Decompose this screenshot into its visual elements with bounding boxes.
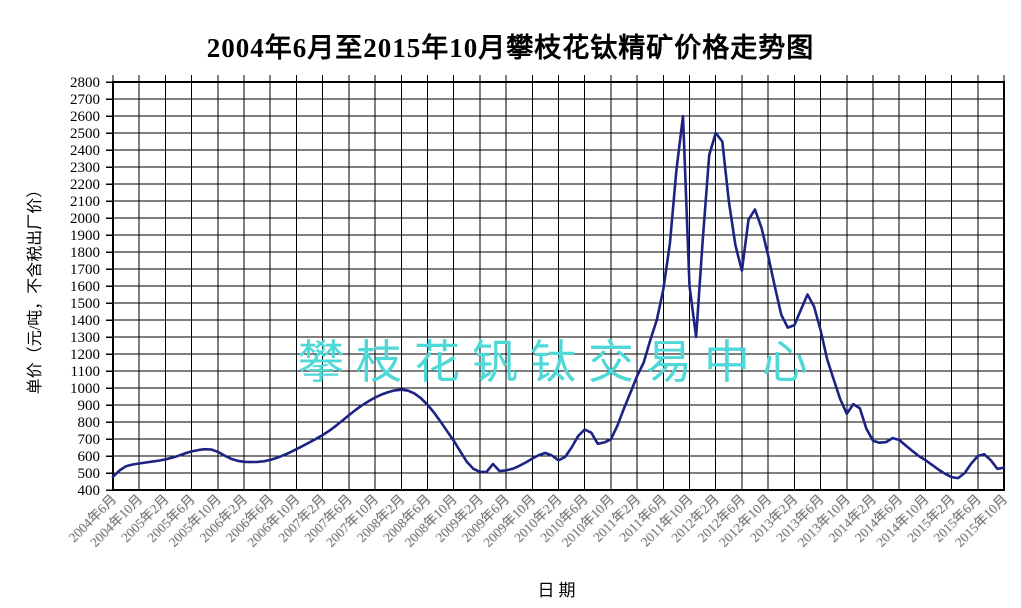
y-tick-label: 600 bbox=[78, 449, 101, 465]
y-tick-label: 2600 bbox=[70, 109, 100, 125]
y-tick-label: 2700 bbox=[70, 92, 100, 108]
y-tick-label: 1000 bbox=[70, 381, 100, 397]
y-tick-label: 2400 bbox=[70, 143, 100, 159]
y-tick-label: 2100 bbox=[70, 194, 100, 210]
y-tick-label: 2200 bbox=[70, 177, 100, 193]
y-tick-label: 1500 bbox=[70, 296, 100, 312]
y-tick-label: 1200 bbox=[70, 347, 100, 363]
y-axis-tick-labels: 4005006007008009001000110012001300140015… bbox=[70, 75, 100, 499]
price-line-series bbox=[111, 114, 1006, 480]
y-tick-label: 400 bbox=[78, 483, 101, 499]
y-tick-label: 1100 bbox=[71, 364, 100, 380]
y-tick-label: 900 bbox=[78, 398, 101, 414]
y-tick-label: 800 bbox=[78, 415, 101, 431]
y-tick-label: 2800 bbox=[70, 75, 100, 91]
x-axis-title: 日期 bbox=[537, 581, 580, 600]
y-tick-label: 1400 bbox=[70, 313, 100, 329]
y-tick-label: 1300 bbox=[70, 330, 100, 346]
y-tick-label: 1900 bbox=[70, 228, 100, 244]
y-tick-label: 2500 bbox=[70, 126, 100, 142]
gridlines bbox=[106, 75, 1005, 491]
watermark-text: 攀枝花钒钛交易中心 bbox=[298, 337, 820, 388]
y-tick-label: 500 bbox=[78, 466, 101, 482]
y-tick-label: 700 bbox=[78, 432, 101, 448]
y-tick-label: 2300 bbox=[70, 160, 100, 176]
y-tick-label: 1700 bbox=[70, 262, 100, 278]
y-tick-label: 1600 bbox=[70, 279, 100, 295]
y-tick-label: 2000 bbox=[70, 211, 100, 227]
chart-title: 2004年6月至2015年10月攀枝花钛精矿价格走势图 bbox=[206, 33, 815, 63]
y-tick-label: 1800 bbox=[70, 245, 100, 261]
x-axis-tick-labels: 2004年6月2004年10月2005年2月2005年6月2005年10月200… bbox=[66, 492, 1011, 550]
